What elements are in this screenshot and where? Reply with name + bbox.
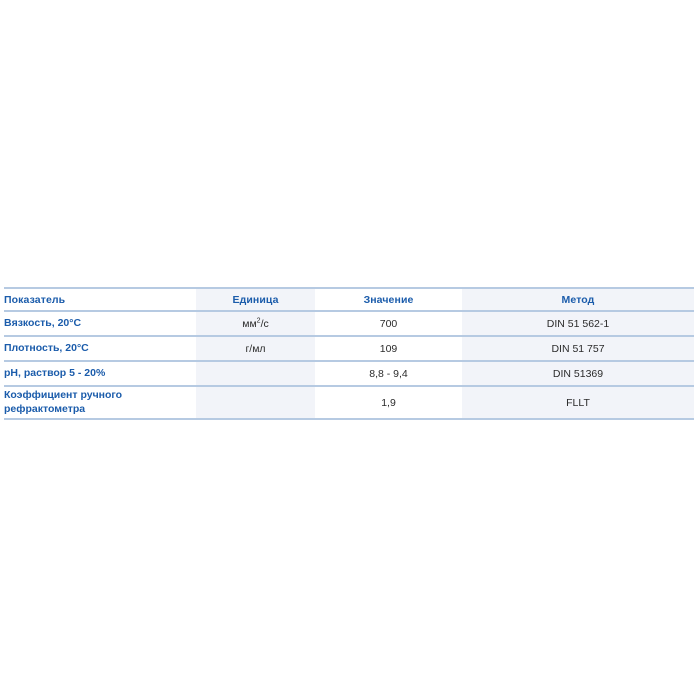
specifications-table-container: Показатель Единица Значение Метод Вязкос… <box>4 287 694 420</box>
cell-method: DIN 51 562-1 <box>462 311 694 336</box>
specifications-table: Показатель Единица Значение Метод Вязкос… <box>4 287 694 420</box>
cell-method: DIN 51 757 <box>462 336 694 361</box>
column-header-value: Значение <box>315 288 462 311</box>
cell-value: 1,9 <box>315 386 462 419</box>
unit-tail: /с <box>260 317 269 330</box>
cell-unit <box>196 386 315 419</box>
column-header-method: Метод <box>462 288 694 311</box>
unit-superscript: 2 <box>256 317 261 324</box>
cell-unit: г/мл <box>196 336 315 361</box>
table-body: Вязкость, 20°C мм2/с 700 DIN 51 562-1 Пл… <box>4 311 694 419</box>
table-row: Коэффициент ручного рефрактометра 1,9 FL… <box>4 386 694 419</box>
unit-base: г/мл <box>245 342 266 355</box>
cell-indicator: pH, раствор 5 - 20% <box>4 361 196 386</box>
cell-unit <box>196 361 315 386</box>
cell-indicator: Плотность, 20°C <box>4 336 196 361</box>
cell-value: 700 <box>315 311 462 336</box>
unit-base: мм <box>242 317 257 330</box>
column-header-unit: Единица <box>196 288 315 311</box>
table-header-row: Показатель Единица Значение Метод <box>4 288 694 311</box>
cell-method: DIN 51369 <box>462 361 694 386</box>
cell-indicator: Коэффициент ручного рефрактометра <box>4 386 196 419</box>
table-row: Плотность, 20°C г/мл 109 DIN 51 757 <box>4 336 694 361</box>
column-header-indicator: Показатель <box>4 288 196 311</box>
table-header: Показатель Единица Значение Метод <box>4 288 694 311</box>
cell-unit: мм2/с <box>196 311 315 336</box>
cell-value: 109 <box>315 336 462 361</box>
cell-method: FLLT <box>462 386 694 419</box>
cell-value: 8,8 - 9,4 <box>315 361 462 386</box>
table-row: Вязкость, 20°C мм2/с 700 DIN 51 562-1 <box>4 311 694 336</box>
cell-indicator: Вязкость, 20°C <box>4 311 196 336</box>
table-row: pH, раствор 5 - 20% 8,8 - 9,4 DIN 51369 <box>4 361 694 386</box>
